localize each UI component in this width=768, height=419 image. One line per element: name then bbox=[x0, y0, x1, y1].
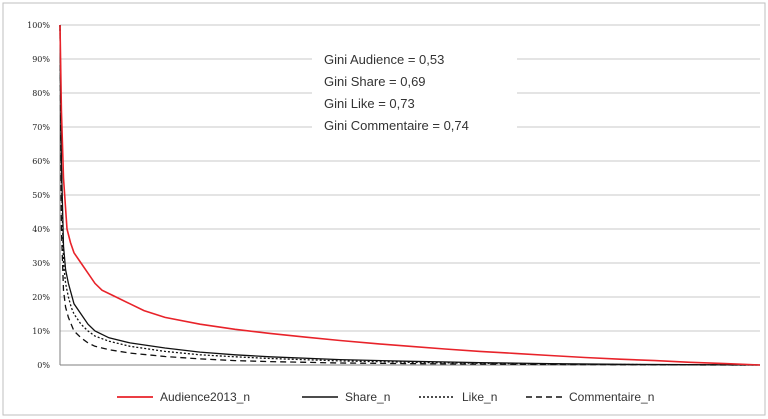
gini-annotation: Gini Like = 0,73 bbox=[324, 96, 415, 111]
y-tick-label: 100% bbox=[27, 21, 50, 30]
y-tick-label: 70% bbox=[32, 123, 50, 132]
y-tick-label: 0% bbox=[37, 361, 50, 370]
gini-annotation: Gini Commentaire = 0,74 bbox=[324, 118, 469, 133]
y-tick-label: 90% bbox=[32, 55, 50, 64]
gini-annotation: Gini Share = 0,69 bbox=[324, 74, 426, 89]
y-tick-label: 80% bbox=[32, 89, 50, 98]
legend: Audience2013_n Share_n Like_n Commentaire_n bbox=[117, 390, 654, 404]
y-tick-label: 60% bbox=[32, 157, 50, 166]
gini-annotation: Gini Audience = 0,53 bbox=[324, 52, 444, 67]
legend-label: Audience2013_n bbox=[160, 390, 250, 404]
gini-annotations: Gini Audience = 0,53 Gini Share = 0,69 Gin… bbox=[312, 45, 517, 137]
y-tick-label: 10% bbox=[32, 327, 50, 336]
series-line-like-n bbox=[59, 24, 761, 366]
legend-label: Commentaire_n bbox=[569, 390, 654, 404]
annotation-background bbox=[312, 45, 517, 137]
series-line-share-n bbox=[59, 24, 761, 366]
y-axis-ticks: 0% 10% 20% 30% 40% 50% 60% 70% 80% 90% 100% bbox=[27, 21, 50, 370]
series-line-commentaire-n bbox=[59, 24, 761, 366]
y-tick-label: 50% bbox=[32, 191, 50, 200]
y-tick-label: 40% bbox=[32, 225, 50, 234]
y-tick-label: 30% bbox=[32, 259, 50, 268]
y-tick-label: 20% bbox=[32, 293, 50, 302]
series-layer bbox=[59, 24, 761, 366]
legend-label: Like_n bbox=[462, 390, 497, 404]
series-line-audience2013-n bbox=[59, 24, 761, 366]
legend-label: Share_n bbox=[345, 390, 390, 404]
